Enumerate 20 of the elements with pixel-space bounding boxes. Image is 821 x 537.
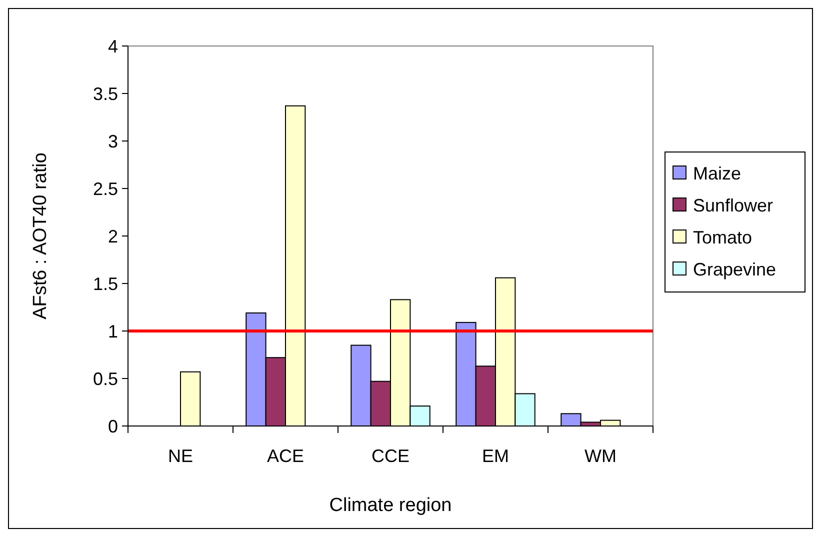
x-axis-title: Climate region (329, 495, 452, 516)
y-tick-label: 1.5 (92, 274, 118, 294)
y-tick-label: 3.5 (92, 84, 118, 104)
y-tick-label: 0 (108, 416, 118, 436)
y-tick-label: 2.5 (92, 178, 118, 199)
x-tick-label: CCE (371, 446, 410, 466)
x-tick-label: EM (482, 446, 509, 466)
y-tick-label: 0.5 (92, 368, 118, 389)
legend-label: Grapevine (693, 259, 776, 280)
y-tick-label: 1 (108, 321, 118, 342)
x-tick-label: WM (584, 446, 616, 466)
legend-label: Tomato (693, 227, 752, 248)
x-tick-label: NE (168, 446, 194, 466)
legend-label: Maize (693, 163, 742, 184)
y-tick-label: 2 (108, 226, 118, 246)
x-tick-label: ACE (266, 446, 304, 466)
y-axis-title: AFst6 : AOT40 ratio (30, 152, 51, 320)
y-tick-label: 4 (108, 36, 118, 56)
legend-label: Sunflower (693, 195, 774, 216)
y-tick-label: 3 (108, 131, 118, 152)
